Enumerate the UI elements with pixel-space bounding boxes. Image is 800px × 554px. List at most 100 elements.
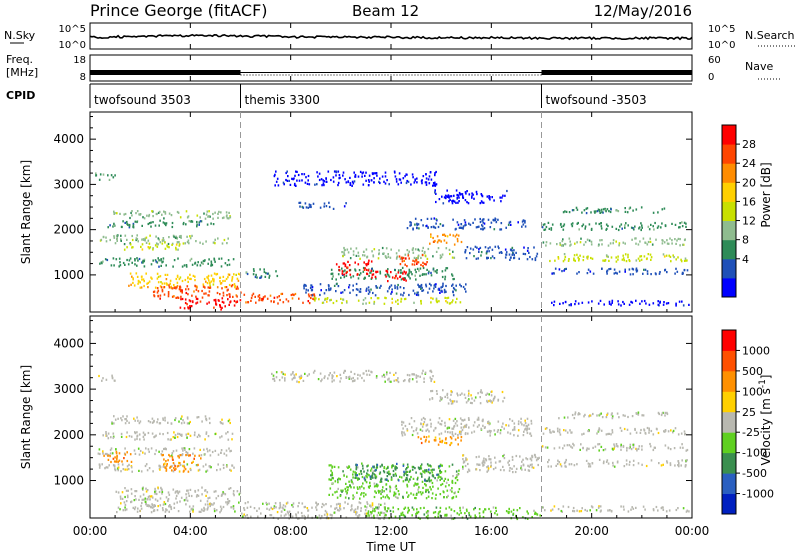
- heat-cell-16: [536, 457, 539, 460]
- heat-cell-18: [574, 413, 576, 416]
- heat-cell-9: [350, 370, 352, 373]
- heat-cell-16: [440, 255, 443, 258]
- heat-cell-13: [401, 420, 403, 423]
- heat-cell-10: [425, 497, 428, 500]
- heat-cell-13: [336, 282, 338, 285]
- heat-cell-6: [207, 274, 210, 277]
- heat-cell-27: [573, 259, 575, 262]
- heat-cell-7: [187, 293, 189, 296]
- heat-cell-15: [364, 276, 366, 279]
- heat-cell-5: [219, 511, 221, 514]
- heat-cell-1: [156, 421, 158, 424]
- heat-cell-28: [686, 269, 689, 272]
- heat-cell-15: [526, 517, 529, 520]
- heat-cell-10: [346, 465, 348, 469]
- heat-cell-27: [640, 258, 643, 261]
- heat-cell-25: [600, 208, 603, 211]
- heat-cell-29: [620, 304, 622, 307]
- heat-cell-24: [650, 223, 652, 226]
- heat-cell-24: [551, 223, 554, 226]
- heat-cell-11: [386, 475, 389, 478]
- heat-cell-13: [526, 427, 529, 430]
- heat-cell-9: [397, 380, 400, 384]
- heat-cell-14: [324, 297, 327, 300]
- heat-cell-14: [451, 402, 454, 405]
- heat-cell-16: [508, 469, 511, 472]
- heat-cell-8: [350, 509, 352, 512]
- heat-cell-11: [421, 182, 423, 185]
- heat-cell-21: [655, 505, 658, 509]
- heat-cell-16: [390, 248, 392, 251]
- heat-cell-7: [164, 462, 166, 465]
- heat-cell-24: [679, 222, 681, 225]
- heat-cell-24: [685, 225, 687, 228]
- heat-cell-15: [398, 515, 401, 518]
- heat-cell-4: [206, 469, 209, 472]
- heat-cell-26: [580, 237, 582, 240]
- heat-cell-6: [219, 276, 222, 279]
- velocity-colorbar-cell-4: [722, 411, 736, 433]
- heat-cell-5: [120, 502, 122, 505]
- heat-cell-10: [422, 491, 424, 494]
- heat-cell-28: [628, 268, 631, 271]
- heat-cell-13: [456, 424, 459, 427]
- heat-cell-14: [468, 398, 470, 401]
- heat-cell-7: [230, 285, 233, 288]
- heat-cell-2: [198, 221, 201, 224]
- heat-cell-22: [450, 195, 453, 198]
- heat-cell-28: [618, 270, 621, 273]
- heat-cell-7: [222, 291, 225, 294]
- heat-cell-11: [388, 473, 390, 476]
- heat-cell-8: [378, 503, 380, 506]
- heat-cell-9: [385, 373, 388, 376]
- heat-cell-21: [463, 219, 466, 222]
- heat-cell-11: [397, 479, 400, 482]
- heat-cell-17: [648, 431, 650, 434]
- heat-cell-9: [296, 380, 298, 383]
- heat-cell-20: [623, 465, 626, 468]
- heat-cell-13: [419, 428, 422, 431]
- heat-cell-8: [229, 301, 231, 304]
- heat-cell-20: [591, 462, 594, 465]
- heat-cell-14: [456, 392, 458, 395]
- heat-cell-21: [414, 217, 417, 220]
- heat-cell-13: [452, 291, 454, 294]
- heat-cell-26: [666, 239, 668, 242]
- heat-cell-17: [629, 432, 632, 435]
- heat-cell-28: [632, 268, 635, 271]
- heat-cell-3: [161, 239, 164, 242]
- heat-cell-1: [117, 417, 119, 420]
- heat-cell-5: [164, 510, 167, 513]
- heat-cell-10: [447, 478, 449, 481]
- heat-cell-25: [606, 208, 609, 211]
- heat-cell-2: [102, 434, 104, 437]
- heat-cell-21: [524, 225, 527, 228]
- heat-cell-7: [191, 294, 193, 297]
- heat-cell-17: [608, 432, 610, 435]
- heat-cell-7: [200, 457, 202, 460]
- heat-cell-9: [339, 373, 342, 376]
- heat-cell-13: [430, 422, 432, 425]
- velocity-colorbar-cell-7: [722, 350, 736, 372]
- heat-cell-11: [383, 471, 386, 474]
- heat-cell-8: [266, 507, 268, 510]
- heat-cell-10: [341, 490, 343, 493]
- heat-cell-1: [208, 215, 210, 218]
- heat-cell-8: [325, 503, 327, 506]
- heat-cell-4: [124, 468, 126, 471]
- heat-cell-14: [341, 301, 343, 305]
- heat-cell-21: [524, 219, 526, 223]
- heat-cell-10: [410, 492, 412, 495]
- heat-cell-10: [446, 489, 449, 492]
- heat-cell-5: [200, 508, 203, 511]
- heat-cell-14: [451, 391, 453, 394]
- heat-cell-18: [641, 414, 643, 417]
- heat-cell-10: [444, 470, 447, 473]
- heat-cell-6: [118, 452, 121, 455]
- heat-cell-3: [164, 447, 166, 450]
- heat-cell-22: [500, 200, 502, 203]
- heat-cell-13: [401, 423, 403, 426]
- heat-cell-11: [416, 181, 418, 184]
- heat-cell-15: [473, 508, 475, 511]
- heat-cell-8: [285, 513, 287, 516]
